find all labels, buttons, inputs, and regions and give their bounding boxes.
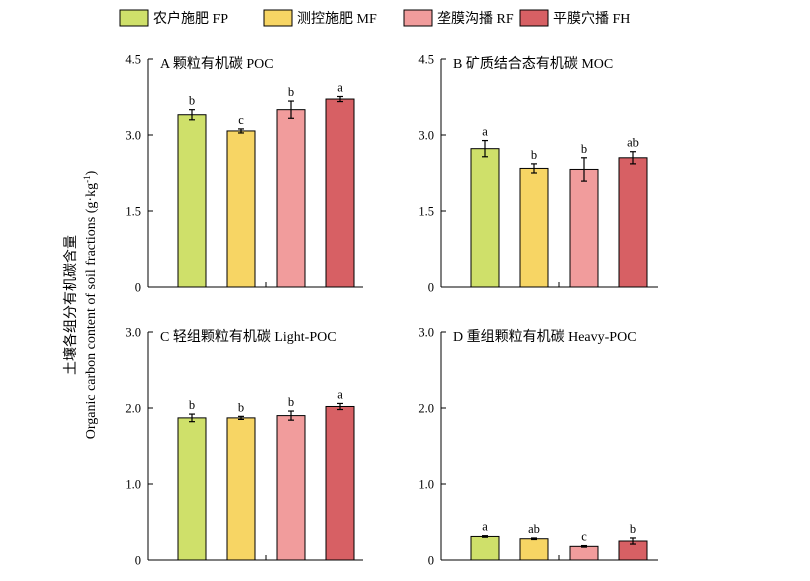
panel-C-y-tick-label-2: 2.0 bbox=[125, 402, 141, 416]
legend: 农户施肥 FP 测控施肥 MF 垄膜沟播 RF 平膜穴播 FH bbox=[119, 9, 630, 27]
panel-D-y-tick-label-2: 2.0 bbox=[418, 402, 434, 416]
legend-swatch-1 bbox=[119, 9, 149, 27]
y-axis-label-en: Organic carbon content of soil fractions… bbox=[82, 170, 99, 439]
panel-A-y-tick-label-1: 1.5 bbox=[125, 205, 141, 219]
panel-A-bar-4 bbox=[325, 98, 355, 288]
y-axis-label: 土壤各组分有机碳含量 Organic carbon content of soil… bbox=[62, 170, 99, 439]
legend-label-1: 农户施肥 FP bbox=[153, 10, 228, 27]
panel-A-sig-letter-3: b bbox=[288, 85, 294, 99]
panel-B-sig-letter-2: b bbox=[531, 148, 537, 162]
panel-D: 0 1.0 2.0 3.0 D 重组颗粒有机碳 Heavy-POC a ab c b bbox=[418, 326, 658, 568]
panel-C-y-tick-label-0: 0 bbox=[135, 554, 141, 568]
panel-D-sig-letter-4: b bbox=[630, 522, 636, 536]
panel-C-bar-4 bbox=[325, 405, 355, 561]
panel-B-y-tick-label-3: 4.5 bbox=[418, 53, 434, 67]
panel-D-sig-letter-2: ab bbox=[528, 522, 540, 536]
panel-C-title: C 轻组颗粒有机碳 Light-POC bbox=[160, 329, 337, 345]
panel-B-bar-2 bbox=[519, 167, 549, 288]
panel-A-y-tick-label-2: 3.0 bbox=[125, 129, 141, 143]
panel-B-bar-4 bbox=[618, 157, 648, 288]
panel-A-sig-letter-2: c bbox=[238, 113, 244, 127]
panel-A-title: A 颗粒有机碳 POC bbox=[160, 56, 274, 72]
panel-D-title: D 重组颗粒有机碳 Heavy-POC bbox=[453, 329, 637, 345]
panel-A-bar-2 bbox=[226, 130, 256, 288]
legend-swatch-3 bbox=[403, 9, 433, 27]
panel-A-sig-letter-4: a bbox=[337, 80, 343, 94]
legend-label-2: 测控施肥 MF bbox=[297, 11, 377, 27]
panel-C-sig-letter-1: b bbox=[189, 398, 195, 412]
panel-D-y-tick-label-0: 0 bbox=[428, 554, 434, 568]
panel-C-sig-letter-3: b bbox=[288, 395, 294, 409]
panel-D-sig-letter-3: c bbox=[581, 530, 587, 544]
legend-swatch-2 bbox=[263, 9, 293, 27]
panel-B-sig-letter-1: a bbox=[482, 125, 488, 139]
panel-D-y-tick-label-1: 1.0 bbox=[418, 478, 434, 492]
panel-D-sig-letter-1: a bbox=[482, 520, 488, 534]
y-axis-label-en-sup: -1 bbox=[82, 175, 92, 183]
panel-B-sig-letter-4: ab bbox=[627, 136, 639, 150]
panel-A: 0 1.5 3.0 4.5 A 颗粒有机碳 POC b c b a bbox=[125, 53, 363, 295]
panels: 0 1.5 3.0 4.5 A 颗粒有机碳 POC b c b a 0 1.5 3.0 4.5 B 矿质结… bbox=[125, 53, 658, 568]
panel-B-sig-letter-3: b bbox=[581, 142, 587, 156]
panel-D-bar-1 bbox=[470, 535, 500, 561]
panel-B-bar-1 bbox=[470, 148, 500, 288]
panel-C-bar-1 bbox=[177, 417, 207, 561]
panel-B-title: B 矿质结合态有机碳 MOC bbox=[453, 56, 613, 72]
panel-B-y-tick-label-2: 3.0 bbox=[418, 129, 434, 143]
panel-C-sig-letter-2: b bbox=[238, 400, 244, 414]
panel-C-y-tick-label-3: 3.0 bbox=[125, 326, 141, 340]
legend-label-4: 平膜穴播 FH bbox=[553, 11, 630, 27]
y-axis-label-en-main: Organic carbon content of soil fractions… bbox=[84, 183, 99, 439]
panel-C-y-tick-label-1: 1.0 bbox=[125, 478, 141, 492]
panel-A-bar-3 bbox=[276, 109, 306, 288]
panel-A-sig-letter-1: b bbox=[189, 94, 195, 108]
legend-label-3: 垄膜沟播 RF bbox=[437, 11, 514, 27]
panel-B-y-tick-label-0: 0 bbox=[428, 281, 434, 295]
panel-D-bar-3 bbox=[569, 545, 599, 561]
panel-A-bar-1 bbox=[177, 114, 207, 288]
panel-C-bar-3 bbox=[276, 415, 306, 561]
y-axis-label-cn: 土壤各组分有机碳含量 bbox=[62, 235, 79, 375]
panel-D-bar-2 bbox=[519, 538, 549, 561]
panel-C-sig-letter-4: a bbox=[337, 387, 343, 401]
panel-D-y-tick-label-3: 3.0 bbox=[418, 326, 434, 340]
y-axis-label-en-end: ) bbox=[84, 170, 99, 175]
panel-A-y-tick-label-3: 4.5 bbox=[125, 53, 141, 67]
panel-B-bar-3 bbox=[569, 168, 599, 288]
panel-A-y-tick-label-0: 0 bbox=[135, 281, 141, 295]
panel-C-bar-2 bbox=[226, 417, 256, 561]
legend-swatch-4 bbox=[519, 9, 549, 27]
panel-B-y-tick-label-1: 1.5 bbox=[418, 205, 434, 219]
panel-C: 0 1.0 2.0 3.0 C 轻组颗粒有机碳 Light-POC b b b a bbox=[125, 326, 363, 568]
